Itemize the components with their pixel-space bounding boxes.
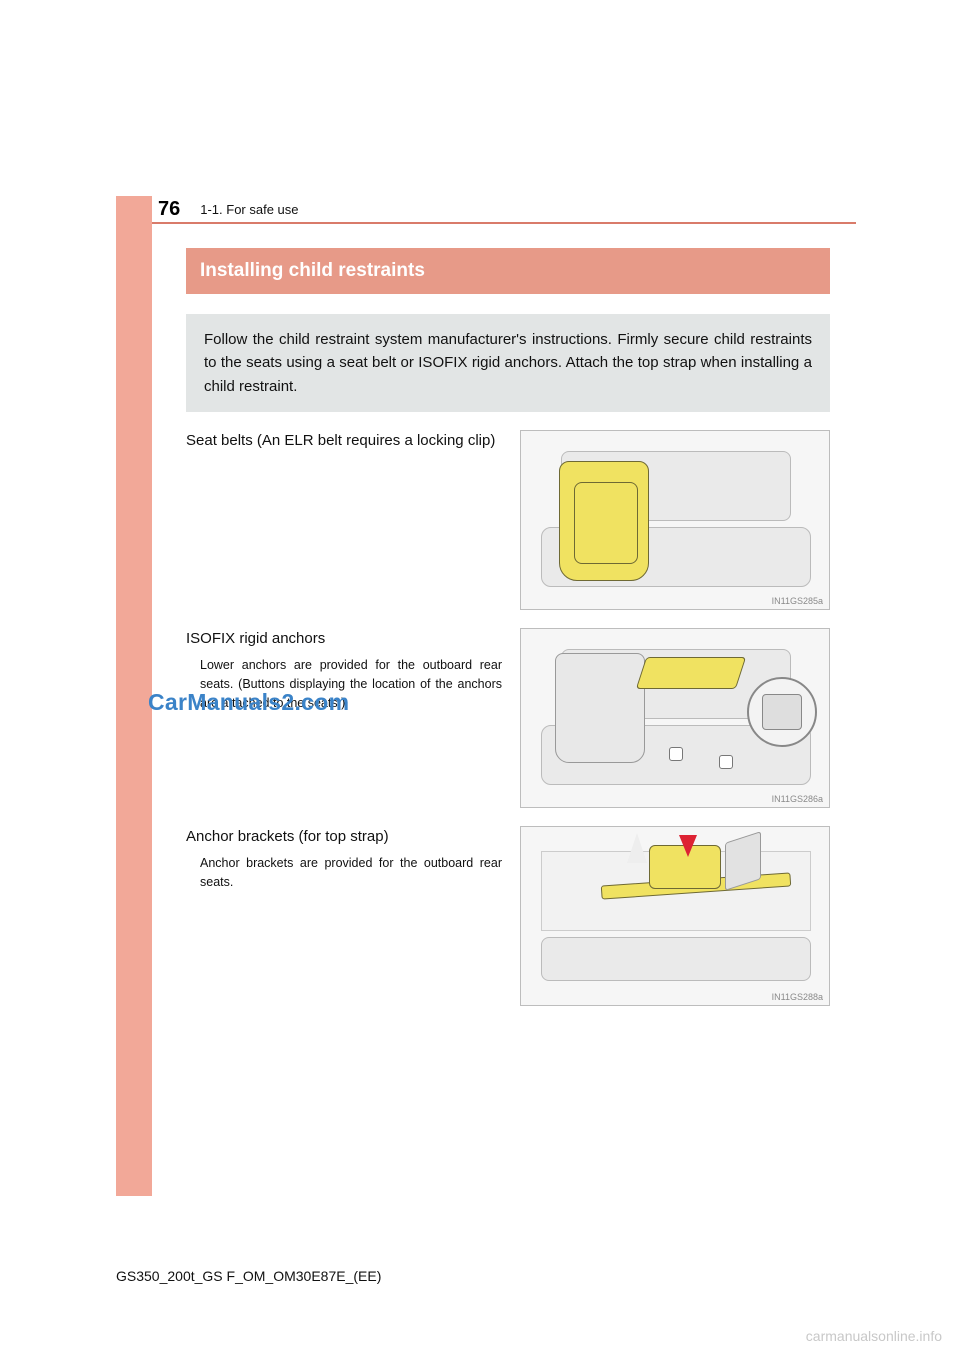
section-title: Installing child restraints: [186, 248, 830, 294]
content-area: Installing child restraints Follow the c…: [186, 248, 830, 1024]
item-isofix: ISOFIX rigid anchors Lower anchors are p…: [186, 628, 830, 808]
figure-code: IN11GS286a: [772, 794, 823, 804]
page-header: 76 1-1. For safe use: [152, 196, 856, 224]
figure-code: IN11GS288a: [772, 992, 823, 1002]
item-subtext: Anchor brackets are provided for the out…: [186, 854, 502, 892]
footer-brand: carmanualsonline.info: [806, 1328, 942, 1344]
item-text: Seat belts (An ELR belt requires a locki…: [186, 430, 502, 610]
item-heading: Seat belts (An ELR belt requires a locki…: [186, 430, 502, 453]
item-heading: ISOFIX rigid anchors: [186, 628, 502, 651]
figure-isofix: IN11GS286a: [520, 628, 830, 808]
figure-anchor-brackets: IN11GS288a: [520, 826, 830, 1006]
sketch: [521, 827, 829, 1005]
sketch: [521, 629, 829, 807]
side-tab: [116, 196, 152, 1196]
document-code: GS350_200t_GS F_OM_OM30E87E_(EE): [116, 1268, 381, 1284]
figure-code: IN11GS285a: [772, 596, 823, 606]
item-heading: Anchor brackets (for top strap): [186, 826, 502, 849]
watermark-text: CarManuals2.com: [148, 689, 349, 716]
item-text: Anchor brackets (for top strap) Anchor b…: [186, 826, 502, 1006]
item-anchor-brackets: Anchor brackets (for top strap) Anchor b…: [186, 826, 830, 1006]
item-text: ISOFIX rigid anchors Lower anchors are p…: [186, 628, 502, 808]
section-label: 1-1. For safe use: [200, 202, 298, 217]
figure-seat-belt: IN11GS285a: [520, 430, 830, 610]
page-number: 76: [158, 198, 180, 221]
item-seat-belts: Seat belts (An ELR belt requires a locki…: [186, 430, 830, 610]
sketch: [521, 431, 829, 609]
intro-text: Follow the child restraint system manufa…: [186, 314, 830, 412]
